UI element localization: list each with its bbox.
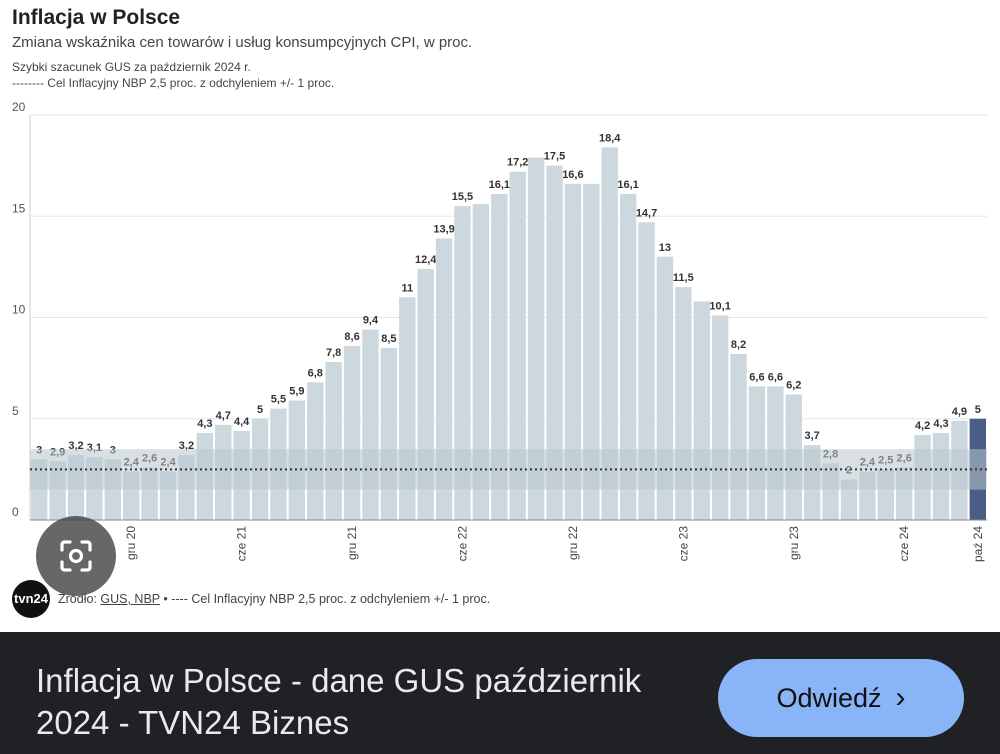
data-label: 15,5 [452, 191, 473, 203]
data-label: 10,1 [709, 300, 730, 312]
bar [527, 157, 545, 520]
data-label: 16,6 [562, 169, 583, 181]
bar [564, 183, 582, 520]
bar [509, 171, 526, 520]
visit-button[interactable]: Odwiedź › [718, 659, 964, 737]
x-tick-label: gru 21 [345, 526, 359, 560]
data-label: 18,4 [599, 132, 621, 144]
inflation-bar-chart: 0510152032,93,23,132,42,62,43,24,34,74,4… [12, 100, 987, 562]
data-label: 5,9 [289, 386, 304, 398]
y-tick-label: 15 [12, 201, 26, 215]
data-label: 5 [975, 404, 981, 416]
y-tick-label: 5 [12, 404, 19, 418]
data-label: 4,7 [216, 410, 231, 422]
bar [343, 345, 361, 520]
data-label: 8,5 [381, 333, 396, 345]
bar [362, 329, 379, 520]
chart-subtitle: Zmiana wskaźnika cen towarów i usług kon… [12, 34, 473, 51]
data-label: 4,9 [952, 406, 967, 418]
chart-note-estimate: Szybki szacunek GUS za październik 2024 … [12, 60, 251, 74]
visit-button-label: Odwiedź [776, 682, 882, 713]
bar [619, 193, 637, 520]
y-tick-label: 20 [12, 100, 26, 114]
data-label: 6,2 [786, 379, 801, 391]
data-label: 4,3 [197, 418, 212, 430]
data-label: 4,2 [915, 420, 930, 432]
x-tick-label: gru 22 [566, 526, 580, 560]
result-title[interactable]: Inflacja w Polsce - dane GUS październik… [36, 662, 642, 741]
target-band [30, 449, 987, 490]
data-label: 3,7 [805, 430, 820, 442]
lens-icon [60, 540, 92, 572]
data-label: 14,7 [636, 207, 657, 219]
x-tick-label: gru 20 [124, 526, 138, 560]
source-prefix: Źródło: [58, 592, 101, 606]
y-tick-label: 10 [12, 303, 26, 317]
bar [638, 222, 655, 520]
x-tick-label: cze 24 [897, 526, 911, 562]
x-tick-label: paź 24 [971, 526, 985, 562]
bar [380, 347, 398, 520]
source-links[interactable]: GUS, NBP [100, 592, 160, 606]
data-label: 17,5 [544, 151, 565, 163]
chevron-right-icon: › [895, 681, 906, 714]
data-label: 11,5 [673, 272, 694, 284]
bar [601, 147, 618, 520]
data-label: 7,8 [326, 347, 341, 359]
data-label: 5,5 [271, 394, 286, 406]
google-lens-button[interactable] [36, 516, 116, 596]
data-label: 9,4 [363, 315, 379, 327]
data-label: 11 [401, 282, 413, 294]
bar [583, 183, 600, 520]
x-tick-label: gru 23 [787, 526, 801, 560]
bar [730, 353, 747, 520]
data-label: 8,2 [731, 339, 746, 351]
tvn24-logo: tvn24 [12, 580, 50, 618]
x-tick-label: cze 22 [455, 526, 469, 562]
data-label: 6,6 [768, 371, 783, 383]
data-label: 16,1 [617, 179, 638, 191]
data-label: 5 [257, 404, 263, 416]
bar [454, 206, 471, 520]
data-label: 4,3 [933, 418, 948, 430]
bar [325, 362, 342, 520]
data-label: 16,1 [489, 179, 510, 191]
y-tick-label: 0 [12, 505, 19, 519]
data-label: 6,8 [308, 367, 323, 379]
bar [472, 204, 490, 520]
chart-card: Inflacja w Polsce Zmiana wskaźnika cen t… [0, 0, 1000, 632]
bar [491, 193, 508, 520]
chart-source: Źródło: GUS, NBP • ---- Cel Inflacyjny N… [58, 592, 490, 606]
chart-note-target: -------- Cel Inflacyjny NBP 2,5 proc. z … [12, 76, 335, 90]
data-label: 6,6 [749, 371, 764, 383]
source-suffix: • ---- Cel Inflacyjny NBP 2,5 proc. z od… [159, 592, 491, 606]
data-label: 13,9 [433, 224, 454, 236]
bar [546, 165, 563, 520]
chart-title: Inflacja w Polsce [12, 6, 181, 29]
data-label: 17,2 [507, 157, 528, 169]
data-label: 12,4 [415, 254, 437, 266]
data-label: 13 [659, 242, 671, 254]
x-tick-label: cze 21 [235, 526, 249, 562]
x-tick-label: cze 23 [676, 526, 690, 562]
data-label: 8,6 [344, 331, 359, 343]
data-label: 4,4 [234, 416, 250, 428]
